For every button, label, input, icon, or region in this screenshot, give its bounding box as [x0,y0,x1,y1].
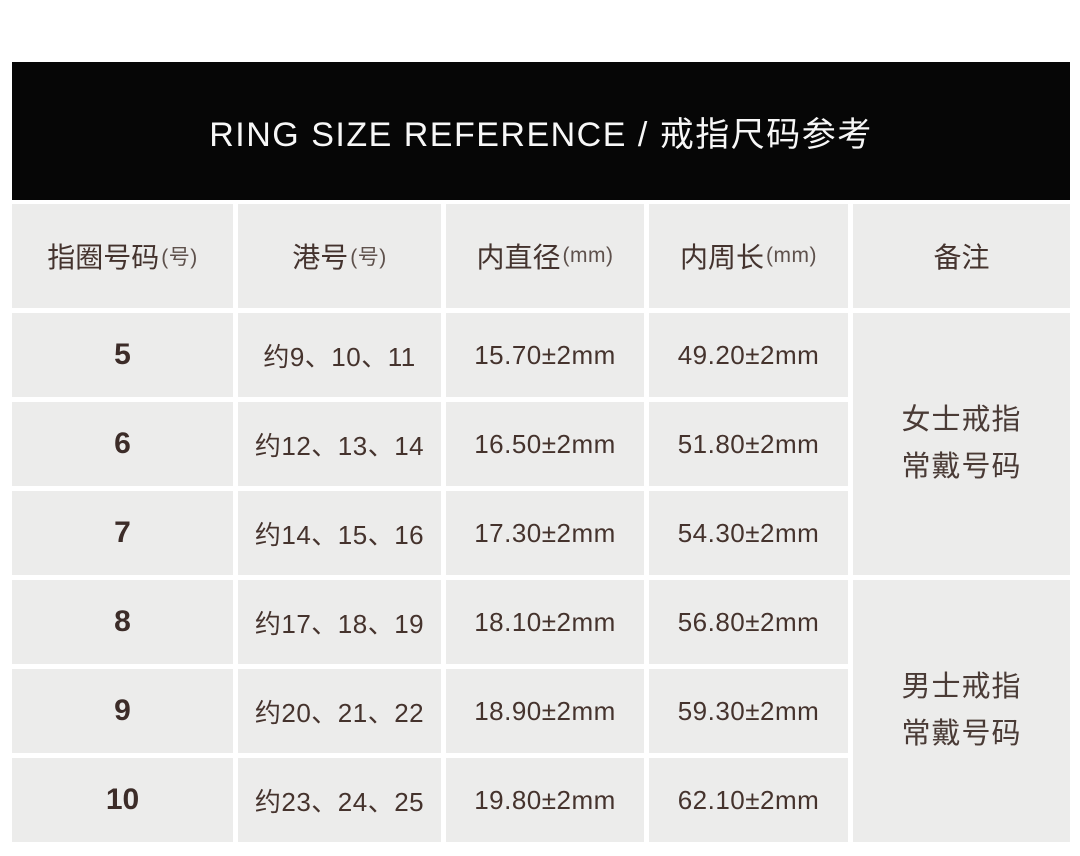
diameter-value: 18.90±2mm [474,695,616,726]
remark-female-line2: 常戴号码 [901,451,1022,483]
circumference-cell: 51.80±2mm [649,402,848,486]
size-cell: 6 [12,402,233,486]
circumference-value: 51.80±2mm [677,428,820,459]
column-header-ring-size-label: 指圈号码 [47,242,160,273]
circumference-value: 49.20±2mm [677,339,820,370]
diameter-cell: 19.80±2mm [446,758,644,842]
diameter-value: 16.50±2mm [474,428,616,459]
size-cell: 7 [12,491,233,575]
remark-male-line2: 常戴号码 [901,718,1022,750]
page-title: RING SIZE REFERENCE / 戒指尺码参考 [209,115,873,154]
circumference-value: 59.30±2mm [677,695,820,726]
diameter-cell: 15.70±2mm [446,313,644,397]
hk-size-cell: 约14、15、16 [238,491,441,575]
column-header-hk-size: 港号 (号) [238,204,441,308]
size-cell: 8 [12,580,233,664]
size-value: 10 [105,783,140,816]
hk-size-value: 约14、15、16 [254,519,425,550]
hk-size-value: 约23、24、25 [254,786,425,817]
circumference-cell: 56.80±2mm [649,580,848,664]
circumference-cell: 59.30±2mm [649,669,848,753]
hk-size-value: 约12、13、14 [254,430,425,461]
diameter-cell: 18.10±2mm [446,580,644,664]
circumference-cell: 54.30±2mm [649,491,848,575]
hk-size-cell: 约23、24、25 [238,758,441,842]
remark-cell-female: 女士戒指 常戴号码 [853,313,1070,575]
circumference-cell: 62.10±2mm [649,758,848,842]
column-header-hk-size-label: 港号 [292,242,349,273]
size-value: 5 [114,338,131,371]
column-header-remarks: 备注 [853,204,1070,308]
remark-female-line1: 女士戒指 [901,404,1022,437]
size-cell: 5 [12,313,233,397]
hk-size-cell: 约17、18、19 [238,580,441,664]
remark-cell-male: 男士戒指 常戴号码 [853,580,1070,842]
size-value: 7 [114,516,131,549]
size-value: 8 [114,605,131,638]
diameter-cell: 17.30±2mm [446,491,644,575]
diameter-cell: 18.90±2mm [446,669,644,753]
diameter-cell: 16.50±2mm [446,402,644,486]
diameter-value: 15.70±2mm [474,339,616,370]
column-header-remarks-label: 备注 [933,242,990,273]
column-header-inner-circumference: 内周长 (mm) [649,204,848,308]
circumference-value: 54.30±2mm [677,517,820,548]
circumference-cell: 49.20±2mm [649,313,848,397]
diameter-value: 19.80±2mm [474,784,616,815]
hk-size-cell: 约12、13、14 [238,402,441,486]
circumference-value: 62.10±2mm [677,784,820,815]
diameter-value: 17.30±2mm [474,517,616,548]
title-banner: RING SIZE REFERENCE / 戒指尺码参考 [12,62,1070,200]
diameter-value: 18.10±2mm [474,606,616,637]
column-header-inner-diameter-unit: (mm) [562,244,614,267]
column-header-inner-circumference-label: 内周长 [680,242,765,273]
hk-size-value: 约20、21、22 [254,697,425,728]
column-header-ring-size-unit: (号) [161,246,198,269]
hk-size-value: 约9、10、11 [263,341,416,372]
column-header-hk-size-unit: (号) [350,246,387,269]
hk-size-cell: 约9、10、11 [238,313,441,397]
size-value: 6 [114,427,131,460]
size-value: 9 [114,694,131,727]
remark-male-line1: 男士戒指 [901,671,1022,704]
column-header-inner-diameter: 内直径 (mm) [446,204,644,308]
column-header-inner-diameter-label: 内直径 [476,242,561,273]
circumference-value: 56.80±2mm [677,606,820,637]
hk-size-value: 约17、18、19 [254,608,425,639]
hk-size-cell: 约20、21、22 [238,669,441,753]
column-header-inner-circumference-unit: (mm) [766,244,817,267]
size-cell: 10 [12,758,233,842]
ring-size-table: 指圈号码 (号) 港号 (号) 内直径 (mm) 内周长 (mm) 备注 5 约… [12,204,1070,842]
column-header-ring-size: 指圈号码 (号) [12,204,233,308]
size-cell: 9 [12,669,233,753]
